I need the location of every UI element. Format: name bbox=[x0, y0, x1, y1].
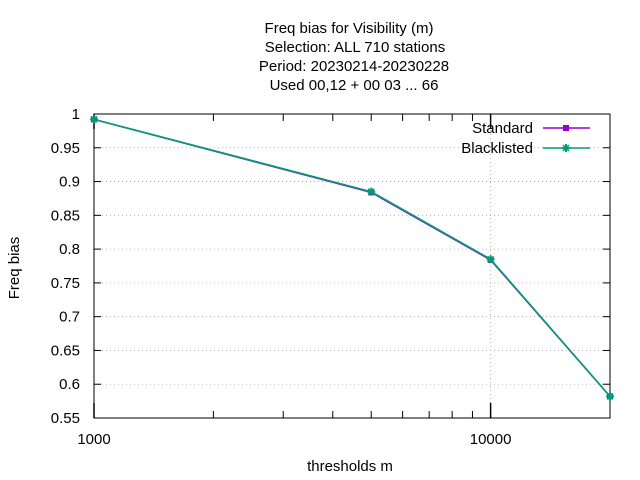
title-line-1: Freq bias for Visibility (m) bbox=[265, 20, 434, 37]
y-tick-label: 0.55 bbox=[51, 410, 80, 427]
grid bbox=[93, 113, 610, 419]
data-point-blacklisted bbox=[606, 392, 614, 401]
y-tick-label: 0.85 bbox=[51, 207, 80, 224]
legend-label-blacklisted: Blacklisted bbox=[461, 140, 533, 157]
chart-title: Freq bias for Visibility (m) Selection: … bbox=[259, 20, 449, 94]
y-tick-label: 0.65 bbox=[51, 342, 80, 359]
x-tick-label: 10000 bbox=[470, 431, 512, 448]
y-tick-label: 0.6 bbox=[59, 376, 80, 393]
data-point-blacklisted bbox=[367, 187, 376, 196]
series-group bbox=[90, 115, 614, 401]
title-line-3: Period: 20230214-20230228 bbox=[259, 58, 449, 75]
x-axis-label: thresholds m bbox=[307, 458, 393, 475]
data-point-blacklisted bbox=[486, 255, 495, 264]
y-axis-label: Freq bias bbox=[6, 237, 23, 300]
legend-marker-blacklisted bbox=[562, 144, 570, 152]
y-tick-label: 1 bbox=[72, 106, 80, 123]
y-tick-label: 0.75 bbox=[51, 275, 80, 292]
title-line-4: Used 00,12 + 00 03 ... 66 bbox=[270, 77, 439, 94]
data-point-blacklisted bbox=[90, 115, 98, 124]
y-axis-ticks: 0.55 0.6 0.65 0.7 0.75 0.8 0.85 0.9 0.95 1 bbox=[51, 106, 610, 427]
series-line-standard bbox=[93, 118, 611, 397]
title-line-2: Selection: ALL 710 stations bbox=[265, 39, 445, 56]
legend: Standard Blacklisted bbox=[461, 120, 590, 157]
y-tick-label: 0.95 bbox=[51, 140, 80, 157]
y-tick-label: 0.9 bbox=[59, 174, 80, 191]
legend-label-standard: Standard bbox=[472, 120, 533, 137]
y-tick-label: 0.8 bbox=[59, 241, 80, 258]
y-tick-label: 0.7 bbox=[59, 309, 80, 326]
x-tick-label: 1000 bbox=[77, 431, 110, 448]
plot-frame bbox=[93, 113, 611, 419]
x-axis-ticks: 1000 10000 bbox=[77, 114, 511, 448]
series-line-blacklisted bbox=[93, 118, 611, 397]
legend-marker-standard bbox=[563, 125, 569, 131]
